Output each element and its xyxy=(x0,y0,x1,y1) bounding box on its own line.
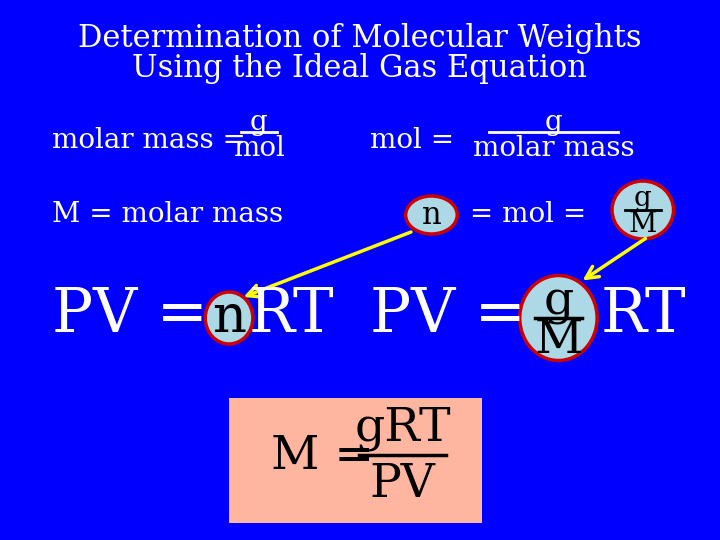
FancyArrowPatch shape xyxy=(586,239,645,278)
Text: M =: M = xyxy=(271,434,389,478)
Text: RT: RT xyxy=(601,285,687,345)
Text: PV =: PV = xyxy=(370,285,545,345)
Ellipse shape xyxy=(205,292,253,344)
Text: g: g xyxy=(250,109,268,136)
Ellipse shape xyxy=(612,181,673,239)
Ellipse shape xyxy=(405,196,457,234)
Text: Determination of Molecular Weights: Determination of Molecular Weights xyxy=(78,23,642,53)
FancyBboxPatch shape xyxy=(229,398,482,523)
Text: M: M xyxy=(534,318,582,363)
Text: g: g xyxy=(634,186,652,213)
Ellipse shape xyxy=(520,275,597,361)
Text: Using the Ideal Gas Equation: Using the Ideal Gas Equation xyxy=(132,52,588,84)
Text: g: g xyxy=(544,109,562,136)
Text: g: g xyxy=(544,279,574,325)
Text: PV =: PV = xyxy=(53,285,228,345)
Text: n: n xyxy=(212,293,246,343)
Text: mol: mol xyxy=(233,134,284,161)
Text: n: n xyxy=(422,199,441,231)
Text: = mol =: = mol = xyxy=(462,201,595,228)
Text: M = molar mass: M = molar mass xyxy=(53,201,284,228)
Text: mol =: mol = xyxy=(370,126,463,153)
Text: PV: PV xyxy=(370,461,436,507)
Text: RT: RT xyxy=(249,285,335,345)
FancyArrowPatch shape xyxy=(247,232,411,297)
Text: molar mass: molar mass xyxy=(472,134,634,161)
Text: molar mass =: molar mass = xyxy=(53,126,255,153)
Text: gRT: gRT xyxy=(354,406,451,451)
Text: M: M xyxy=(629,211,657,238)
